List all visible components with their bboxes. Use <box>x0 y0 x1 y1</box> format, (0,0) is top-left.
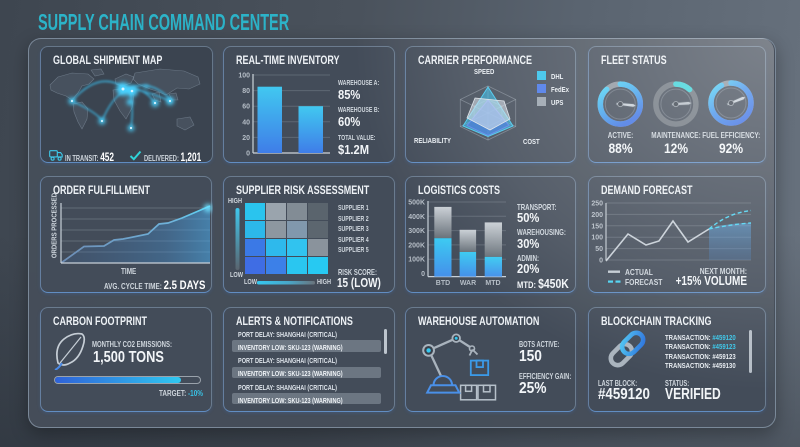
svg-text:400K: 400K <box>408 214 425 221</box>
svg-text:100: 100 <box>238 73 250 80</box>
svg-text:MTD: MTD <box>485 280 500 287</box>
svg-text:150: 150 <box>591 223 603 230</box>
svg-text:0: 0 <box>421 271 425 278</box>
svg-text:250: 250 <box>591 201 603 208</box>
svg-text:60: 60 <box>242 104 250 111</box>
svg-text:0: 0 <box>246 151 250 158</box>
svg-text:50: 50 <box>595 246 603 253</box>
svg-text:BTD: BTD <box>436 280 450 287</box>
svg-text:20: 20 <box>242 135 250 142</box>
svg-text:200: 200 <box>591 212 603 219</box>
svg-text:500K: 500K <box>408 200 425 207</box>
svg-text:40: 40 <box>242 119 250 126</box>
svg-text:100K: 100K <box>408 257 425 264</box>
svg-text:300K: 300K <box>408 228 425 235</box>
svg-text:0: 0 <box>599 258 603 265</box>
svg-text:200K: 200K <box>408 242 425 249</box>
svg-text:100: 100 <box>591 235 603 242</box>
svg-text:WAR: WAR <box>460 280 476 287</box>
svg-text:80: 80 <box>242 88 250 95</box>
